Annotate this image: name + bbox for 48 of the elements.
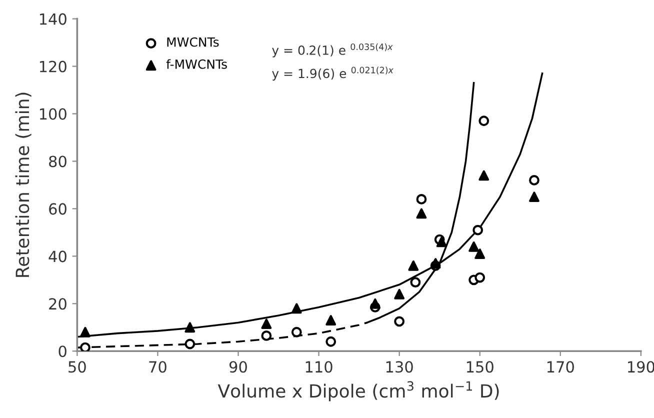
- point: [474, 248, 486, 260]
- y-axis-title: Retention time (min): [15, 92, 32, 277]
- point: [416, 208, 427, 219]
- y-tick-label: 60: [49, 203, 66, 215]
- y-tick-label: 120: [40, 60, 66, 72]
- point: [529, 175, 540, 186]
- annotation: y = 1.9(6) e $^{0.021(2)x}$: [272, 66, 394, 81]
- point: [468, 241, 480, 252]
- x-tick-label: 70: [149, 361, 166, 373]
- x-tick-label: 110: [306, 361, 332, 373]
- point: [529, 192, 540, 202]
- point: [394, 316, 405, 327]
- point: [80, 326, 90, 338]
- y-tick-label: 40: [48, 250, 66, 262]
- annotation: y = 0.2(1) e $^{0.035(4)x}$: [272, 43, 393, 58]
- point: [436, 236, 447, 248]
- x-tick-label: 90: [229, 361, 247, 373]
- point: [291, 326, 302, 338]
- point: [184, 322, 196, 333]
- point: [474, 272, 486, 283]
- point: [478, 116, 490, 126]
- point: [370, 298, 380, 309]
- y-tick-label: 80: [49, 156, 66, 168]
- x-tick-label: 50: [68, 361, 86, 373]
- x-tick-label: 190: [628, 361, 654, 373]
- point: [478, 170, 490, 181]
- y-tick-label: 20: [49, 298, 66, 310]
- point: [408, 260, 419, 271]
- y-tick-label: 100: [40, 108, 66, 120]
- point: [410, 277, 421, 288]
- point: [80, 342, 90, 352]
- point: [472, 224, 484, 236]
- point: [261, 318, 272, 330]
- point: [184, 338, 196, 350]
- y-tick-label: 0: [58, 346, 66, 358]
- point: [326, 315, 336, 326]
- point: [394, 288, 405, 300]
- x-axis-title: Volume x Dipole (cm$^{3}$ mol$^{−1}$ D): [218, 381, 499, 402]
- point: [416, 194, 427, 204]
- x-tick-label: 150: [466, 361, 494, 373]
- x-tick-label: 170: [547, 361, 574, 373]
- point: [261, 330, 272, 341]
- x-tick-label: 130: [386, 361, 413, 373]
- point: [291, 303, 302, 314]
- legend-label: f-MWCNTs: [166, 59, 227, 69]
- y-tick-label: 140: [40, 13, 66, 25]
- point: [326, 336, 336, 347]
- legend-label: MWCNTs: [167, 37, 219, 47]
